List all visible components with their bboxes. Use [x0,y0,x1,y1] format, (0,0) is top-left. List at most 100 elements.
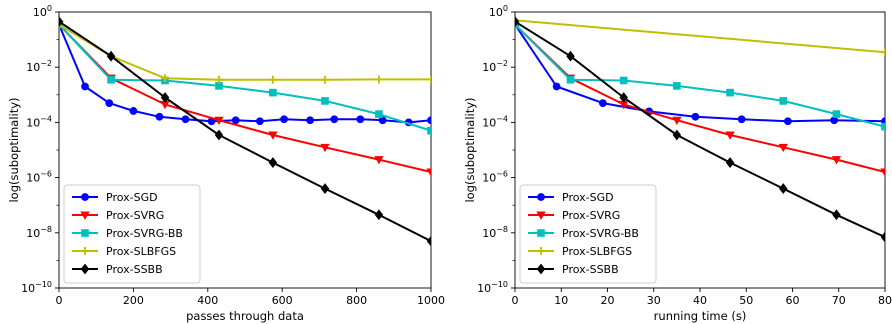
y-tick-label: 10−6 [26,170,52,185]
data-point-prox-sgd [306,116,315,125]
y-tick-label: 10−4 [482,114,508,129]
data-point-prox-ssbb [106,50,116,62]
series-line-prox-slbfgs [59,23,431,81]
y-axis-label: log(suboptimality) [463,97,477,202]
x-tick-label: 80 [878,294,892,307]
series-group [515,16,885,243]
data-point-prox-sgd [737,115,746,124]
data-point-prox-sgd [105,99,114,108]
x-tick-label: 10 [554,294,568,307]
data-point-prox-svrg-bb [881,122,885,131]
x-tick-label: 600 [272,294,293,307]
x-tick-label: 400 [197,294,218,307]
data-point-prox-slbfgs [427,75,431,84]
data-point-prox-sgd [181,115,190,124]
data-point-prox-svrg-bb [107,75,115,84]
x-tick-label: 0 [512,294,519,307]
data-point-prox-slbfgs [320,75,329,84]
series-line-prox-svrg [515,23,885,173]
data-point-prox-slbfgs [268,75,277,84]
y-tick-label: 10−8 [26,225,52,240]
data-point-prox-svrg [268,131,278,140]
data-point-prox-sgd [81,82,89,91]
x-tick-label: 40 [693,294,707,307]
x-axis-label: running time (s) [654,309,747,323]
y-tick-label: 100 [33,4,52,19]
y-tick-label: 10−2 [482,59,508,74]
data-point-prox-ssbb [374,209,384,221]
series-line-prox-svrg-bb [515,23,885,128]
data-point-prox-svrg-bb [779,97,788,105]
data-point-prox-svrg [831,156,842,165]
data-point-prox-ssbb [566,50,575,62]
data-point-prox-sgd [280,115,288,124]
data-point-prox-svrg-bb [321,97,329,105]
legend-label-prox-sgd: Prox-SGD [562,191,614,204]
legend-marker-prox-slbfgs [537,247,545,255]
data-point-prox-sgd [356,115,365,124]
legend-frame [63,184,201,284]
data-point-prox-svrg [672,116,682,126]
data-point-prox-slbfgs [374,75,383,84]
data-point-prox-slbfgs [214,75,223,84]
data-point-prox-slbfgs [881,48,885,57]
data-point-prox-ssbb [268,157,278,168]
x-tick-label: 1000 [417,294,445,307]
series-line-prox-svrg [59,23,431,173]
series-line-prox-ssbb [515,20,885,239]
data-point-prox-slbfgs [59,20,63,29]
x-tick-label: 20 [601,294,615,307]
data-point-prox-ssbb [320,183,330,194]
data-point-prox-svrg [214,116,224,126]
series-line-prox-sgd [59,24,431,124]
data-point-prox-ssbb [619,92,628,103]
legend-marker-prox-slbfgs [81,247,89,255]
data-point-prox-svrg [778,143,788,153]
data-point-prox-sgd [129,107,138,115]
legend-marker-prox-svrg-bb [81,229,89,237]
data-point-prox-svrg-bb [427,126,431,135]
y-tick-label: 10−10 [477,280,508,295]
y-tick-label: 10−4 [26,114,52,129]
legend-label-prox-svrg-bb: Prox-SVRG-BB [562,227,639,240]
series-line-prox-ssbb [59,20,431,242]
legend-label-prox-svrg: Prox-SVRG [106,209,164,222]
data-point-prox-sgd [231,116,240,125]
legend-marker-prox-ssbb [80,263,90,275]
data-point-prox-svrg-bb [726,88,734,97]
data-point-prox-sgd [330,115,339,124]
data-point-prox-svrg-bb [269,88,277,97]
data-point-prox-svrg [426,168,431,177]
x-tick-label: 70 [832,294,846,307]
y-tick-label: 10−8 [482,225,508,240]
legend-label-prox-slbfgs: Prox-SLBFGS [106,245,176,258]
x-tick-label: 50 [739,294,753,307]
legend: Prox-SGD Prox-SVRG Prox-SVRG-BB Prox-SLBFGS… [519,184,657,284]
legend-label-prox-svrg-bb: Prox-SVRG-BB [106,227,183,240]
x-tick-label: 200 [123,294,144,307]
data-point-prox-sgd [155,112,164,121]
x-tick-label: 800 [346,294,367,307]
data-point-prox-svrg-bb [673,82,681,90]
legend-marker-prox-ssbb [536,263,546,275]
data-point-prox-ssbb [214,129,224,141]
legend-marker-prox-svrg-bb [537,229,545,237]
y-tick-label: 10−10 [21,280,52,295]
chart-2: 10−10 10−8 10−6 10−4 10−2 100 0 10 20 30 40 50 60 70 8… [463,4,892,323]
legend-marker-prox-svrg [536,211,546,220]
data-point-prox-ssbb [426,235,431,247]
data-point-prox-svrg-bb [619,76,628,85]
data-point-prox-svrg [320,143,330,153]
data-point-prox-sgd [691,112,700,121]
legend-marker-prox-svrg [80,211,90,220]
x-tick-label: 0 [56,294,63,307]
legend-marker-prox-sgd [81,193,89,201]
data-point-prox-ssbb [779,183,788,194]
legend-frame [519,184,657,284]
data-point-prox-svrg [374,156,384,165]
x-tick-label: 60 [786,294,800,307]
data-point-prox-ssbb [160,92,170,103]
data-point-prox-sgd [552,82,561,91]
data-point-prox-svrg-bb [375,110,383,118]
series-group [59,16,431,247]
